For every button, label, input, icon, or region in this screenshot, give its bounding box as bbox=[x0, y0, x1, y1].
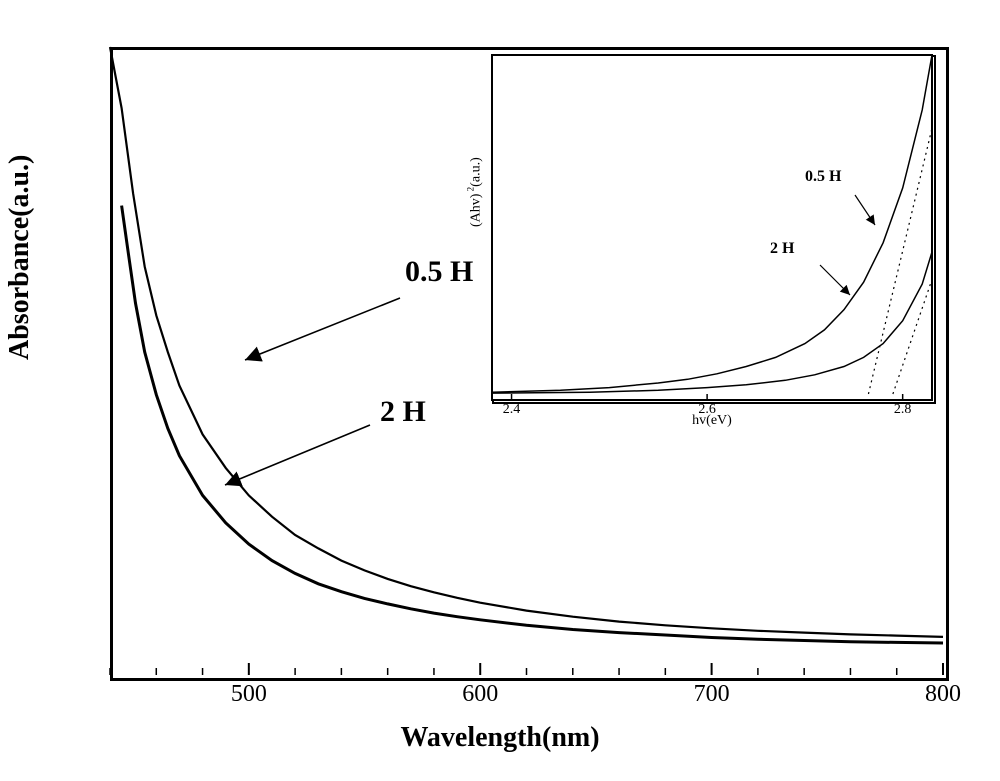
main-xtick-label: 700 bbox=[682, 681, 742, 708]
main-ylabel: Absorbance(a.u.) bbox=[4, 155, 36, 360]
main-xtick-label: 800 bbox=[913, 681, 973, 708]
main-xtick-label: 600 bbox=[450, 681, 510, 708]
inset-label-05h: 0.5 H bbox=[805, 168, 841, 186]
main-xtick-label: 500 bbox=[219, 681, 279, 708]
inset-label-2h: 2 H bbox=[770, 240, 794, 258]
main-label-05h: 0.5 H bbox=[405, 255, 473, 289]
inset-xtick-label: 2.4 bbox=[492, 402, 532, 418]
inset-ylabel: (Ahv) 2(a.u.) bbox=[466, 157, 485, 227]
inset-plot-svg bbox=[492, 55, 932, 400]
main-label-2h: 2 H bbox=[380, 395, 426, 429]
inset-xtick-label: 2.6 bbox=[687, 402, 727, 418]
inset-xtick-label: 2.8 bbox=[883, 402, 923, 418]
main-xlabel: Wavelength(nm) bbox=[0, 722, 1000, 754]
